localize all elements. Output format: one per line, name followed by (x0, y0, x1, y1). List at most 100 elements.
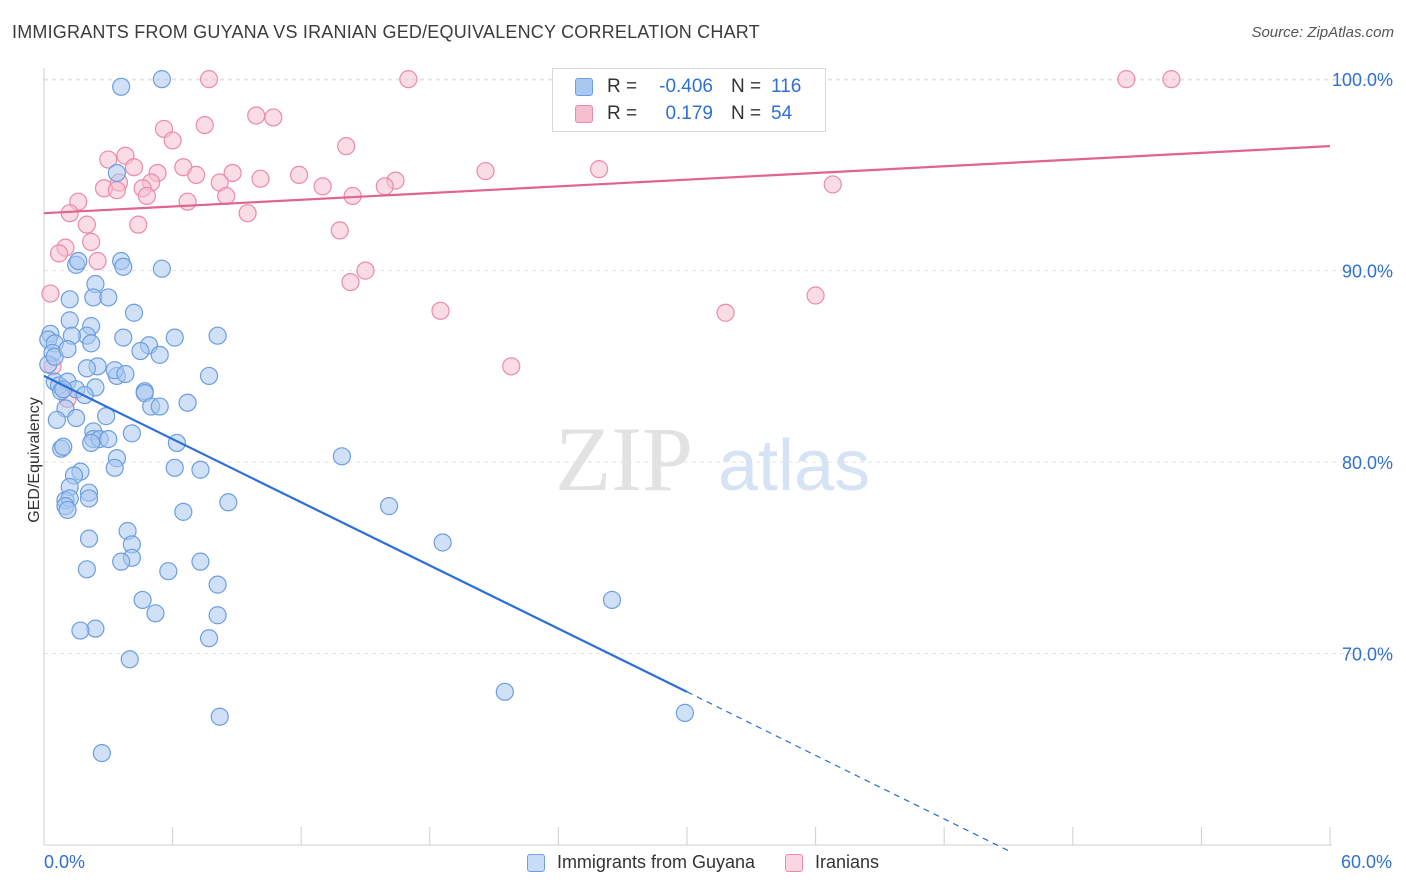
y-tick-label: 90.0% (1342, 262, 1393, 282)
legend-n-value: 54 (771, 103, 793, 124)
trend-line-iranians (43, 145, 1331, 215)
data-point-guyana (122, 424, 141, 443)
data-point-guyana (99, 288, 118, 307)
data-point-guyana (159, 562, 178, 581)
data-point-iranians (289, 165, 309, 184)
data-point-guyana (152, 259, 171, 278)
series-legend: Immigrants from Guyana Iranians (0, 852, 1406, 873)
data-point-guyana (150, 397, 169, 416)
data-point-iranians (502, 357, 521, 376)
y-tick-label: 100.0% (1332, 70, 1393, 90)
data-point-iranians (137, 186, 156, 206)
data-point-guyana (114, 328, 133, 347)
data-point-guyana (174, 502, 193, 521)
data-point-iranians (431, 301, 450, 320)
legend-swatch-blue (575, 78, 593, 96)
data-point-iranians (223, 163, 242, 183)
data-point-guyana (92, 743, 111, 763)
axes (43, 68, 1332, 846)
data-point-guyana (114, 257, 133, 276)
chart-title: IMMIGRANTS FROM GUYANA VS IRANIAN GED/EQ… (12, 22, 760, 42)
data-point-guyana (208, 326, 227, 345)
series-legend-iranians: Iranians (785, 852, 879, 873)
data-point-guyana (191, 460, 210, 479)
data-point-guyana (116, 364, 135, 384)
data-point-iranians (238, 204, 257, 223)
data-point-guyana (146, 604, 165, 623)
legend-r-value: 0.179 (665, 103, 713, 124)
data-point-iranians (313, 177, 332, 196)
legend-r-label: R = (607, 76, 638, 97)
data-point-guyana (131, 341, 150, 361)
data-point-guyana (58, 500, 77, 520)
legend-n-label: N = (731, 76, 762, 97)
data-point-iranians (1162, 70, 1181, 89)
data-point-iranians (107, 181, 126, 200)
data-point-guyana (77, 359, 96, 378)
trend-line-guyana-extension (686, 691, 1009, 852)
data-point-iranians (356, 261, 375, 280)
data-point-iranians (129, 215, 148, 234)
legend-swatch-pink (575, 105, 593, 123)
data-point-guyana (67, 408, 86, 428)
data-point-guyana (495, 682, 514, 701)
legend-row-guyana: R = -0.406 N = 116 (575, 75, 801, 99)
data-point-iranians (337, 137, 356, 156)
data-point-guyana (219, 493, 238, 512)
grid-lines (44, 78, 1390, 655)
data-point-guyana (86, 619, 105, 638)
data-point-guyana (120, 650, 139, 669)
data-point-guyana (675, 703, 694, 722)
data-point-guyana (60, 311, 79, 330)
data-point-guyana (178, 393, 197, 412)
data-point-guyana (191, 552, 210, 571)
data-point-guyana (99, 429, 118, 449)
y-tick-label: 80.0% (1342, 453, 1393, 473)
data-point-iranians (49, 244, 69, 263)
data-point-guyana (150, 345, 169, 364)
y-tick-label: 70.0% (1342, 645, 1393, 665)
data-point-guyana (124, 303, 144, 322)
data-point-guyana (105, 458, 124, 477)
data-point-iranians (77, 215, 96, 234)
data-point-guyana (58, 340, 77, 359)
x-tick-label-min: 0.0% (44, 852, 86, 872)
data-point-guyana (210, 707, 229, 726)
legend-n-value: 116 (771, 76, 802, 97)
data-point-iranians (823, 175, 842, 194)
data-point-guyana (208, 606, 227, 625)
data-point-iranians (476, 161, 495, 181)
data-point-guyana (77, 560, 96, 579)
legend-n-label: N = (731, 103, 762, 124)
data-point-iranians (399, 70, 418, 89)
data-point-guyana (208, 575, 227, 594)
data-point-iranians (187, 165, 206, 184)
data-point-iranians (217, 186, 236, 206)
data-point-iranians (264, 108, 283, 127)
data-point-guyana (112, 77, 131, 96)
data-point-guyana (165, 458, 184, 477)
data-point-guyana (112, 552, 131, 571)
watermark: ZIP atlas (555, 408, 870, 510)
y-axis-label: GED/Equivalency (26, 397, 44, 523)
x-tick-label-max: 60.0% (1340, 852, 1392, 872)
data-point-guyana (47, 410, 66, 430)
data-point-iranians (163, 131, 182, 150)
data-point-iranians (41, 284, 60, 303)
watermark-atlas: atlas (718, 426, 870, 506)
series-swatch-pink (785, 853, 803, 872)
data-point-iranians (716, 303, 735, 322)
data-point-guyana (152, 70, 171, 89)
legend-r-label: R = (607, 103, 638, 124)
data-point-guyana (379, 497, 399, 516)
data-point-guyana (199, 366, 219, 386)
data-point-iranians (178, 192, 197, 211)
y-tick-labels: 70.0% 80.0% 90.0% 100.0% (1332, 70, 1393, 664)
data-point-guyana (79, 529, 99, 548)
data-point-guyana (69, 251, 88, 271)
data-point-guyana (133, 590, 152, 610)
series-swatch-blue (526, 853, 545, 872)
data-point-iranians (1117, 70, 1136, 89)
data-point-guyana (433, 533, 452, 552)
